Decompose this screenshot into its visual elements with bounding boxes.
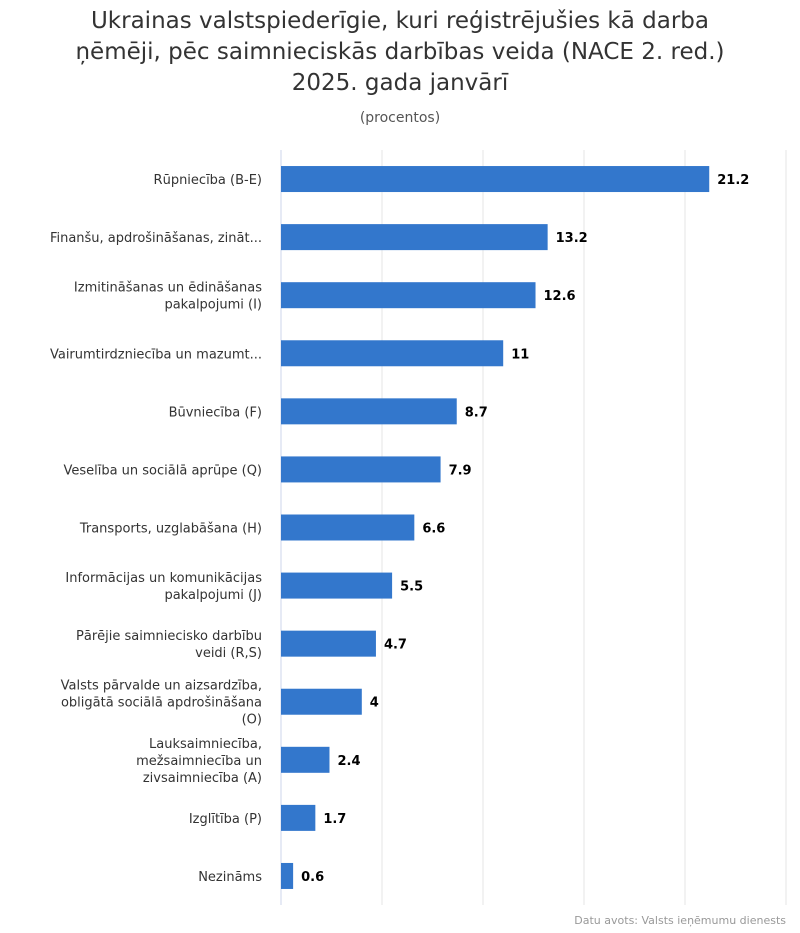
data-label: 7.9: [449, 463, 472, 478]
category-label-line: Valsts pārvalde un aizsardzība,: [61, 679, 262, 694]
bar: [281, 688, 362, 715]
chart-subtitle: (procentos): [359, 110, 441, 126]
category-label-line: Nezināms: [198, 870, 262, 885]
category-label-line: Rūpniecība (B-E): [154, 173, 262, 188]
category-label: Veselība un sociālā aprūpe (Q): [63, 463, 262, 478]
data-label: 13.2: [556, 231, 588, 246]
data-label: 12.6: [544, 289, 576, 304]
chart-title-line-2: ņēmēji, pēc saimnieciskās darbības veida…: [75, 39, 725, 65]
category-label: Valsts pārvalde un aizsardzība, obligātā …: [61, 679, 262, 728]
category-label-line: zivsaimniecība (A): [143, 771, 262, 786]
bar: [281, 746, 330, 773]
category-label-line: pakalpojumi (J): [164, 588, 262, 603]
category-label: Finanšu, apdrošināšanas, zināt...: [50, 231, 262, 246]
bar: [281, 224, 548, 251]
bar: [281, 340, 504, 367]
category-label: Būvniecība (F): [169, 405, 262, 420]
bar: [281, 398, 457, 425]
data-label: 4.7: [384, 638, 407, 653]
category-label-line: Vairumtirdzniecība un mazumt...: [50, 347, 262, 362]
category-label-line: Veselība un sociālā aprūpe (Q): [63, 463, 262, 478]
bar: [281, 862, 294, 889]
data-label: 1.7: [323, 812, 346, 827]
data-label: 11: [511, 347, 529, 362]
category-label-line: Finanšu, apdrošināšanas, zināt...: [50, 231, 262, 246]
bar: [281, 804, 316, 831]
bar: [281, 514, 415, 541]
data-label: 6.6: [422, 522, 445, 537]
bar: [281, 282, 536, 309]
category-label-line: Izmitināšanas un ēdināšanas: [74, 281, 262, 296]
chart-title-line-3: 2025. gada janvārī: [291, 70, 509, 96]
category-label: Rūpniecība (B-E): [154, 173, 262, 188]
category-label-line: obligātā sociālā apdrošināšana: [61, 696, 262, 711]
category-label: Nezināms: [198, 870, 262, 885]
source-credit: Datu avots: Valsts ieņēmumu dienests: [574, 914, 786, 927]
category-label: Pārējie saimniecisko darbību veidi (R,S): [76, 629, 262, 661]
chart-title-line-1: Ukrainas valstspiederīgie, kuri reģistrē…: [90, 8, 710, 34]
category-label-line: Pārējie saimniecisko darbību: [76, 629, 262, 644]
data-label: 5.5: [400, 580, 423, 595]
category-label-line: veidi (R,S): [195, 646, 262, 661]
category-label-line: mežsaimniecība un: [136, 754, 262, 769]
bar: [281, 166, 710, 193]
category-label: Izmitināšanas un ēdināšanas pakalpojumi (…: [74, 281, 262, 313]
data-label: 21.2: [717, 173, 749, 188]
bar: [281, 456, 441, 483]
bar: [281, 572, 393, 599]
category-label-line: (O): [242, 713, 262, 728]
category-label-line: Transports, uzglabāšana (H): [79, 522, 262, 537]
data-label: 0.6: [301, 870, 324, 885]
bar: [281, 630, 376, 657]
data-label: 4: [370, 696, 379, 711]
category-label: Izglītība (P): [189, 812, 262, 827]
category-label: Informācijas un komunikācijas pakalpojumi…: [65, 571, 262, 603]
data-label: 2.4: [337, 754, 360, 769]
category-label: Transports, uzglabāšana (H): [79, 522, 262, 537]
category-label-line: Būvniecība (F): [169, 405, 262, 420]
chart-title: Ukrainas valstspiederīgie, kuri reģistrē…: [0, 6, 800, 99]
category-label: Lauksaimniecība, mežsaimniecība un zivsaim…: [136, 737, 262, 786]
category-label-line: pakalpojumi (I): [164, 298, 262, 313]
category-label-line: Lauksaimniecība,: [149, 737, 262, 752]
data-label: 8.7: [465, 405, 488, 420]
category-label-line: Izglītība (P): [189, 812, 262, 827]
category-label: Vairumtirdzniecība un mazumt...: [50, 347, 262, 362]
category-label-line: Informācijas un komunikācijas: [65, 571, 262, 586]
